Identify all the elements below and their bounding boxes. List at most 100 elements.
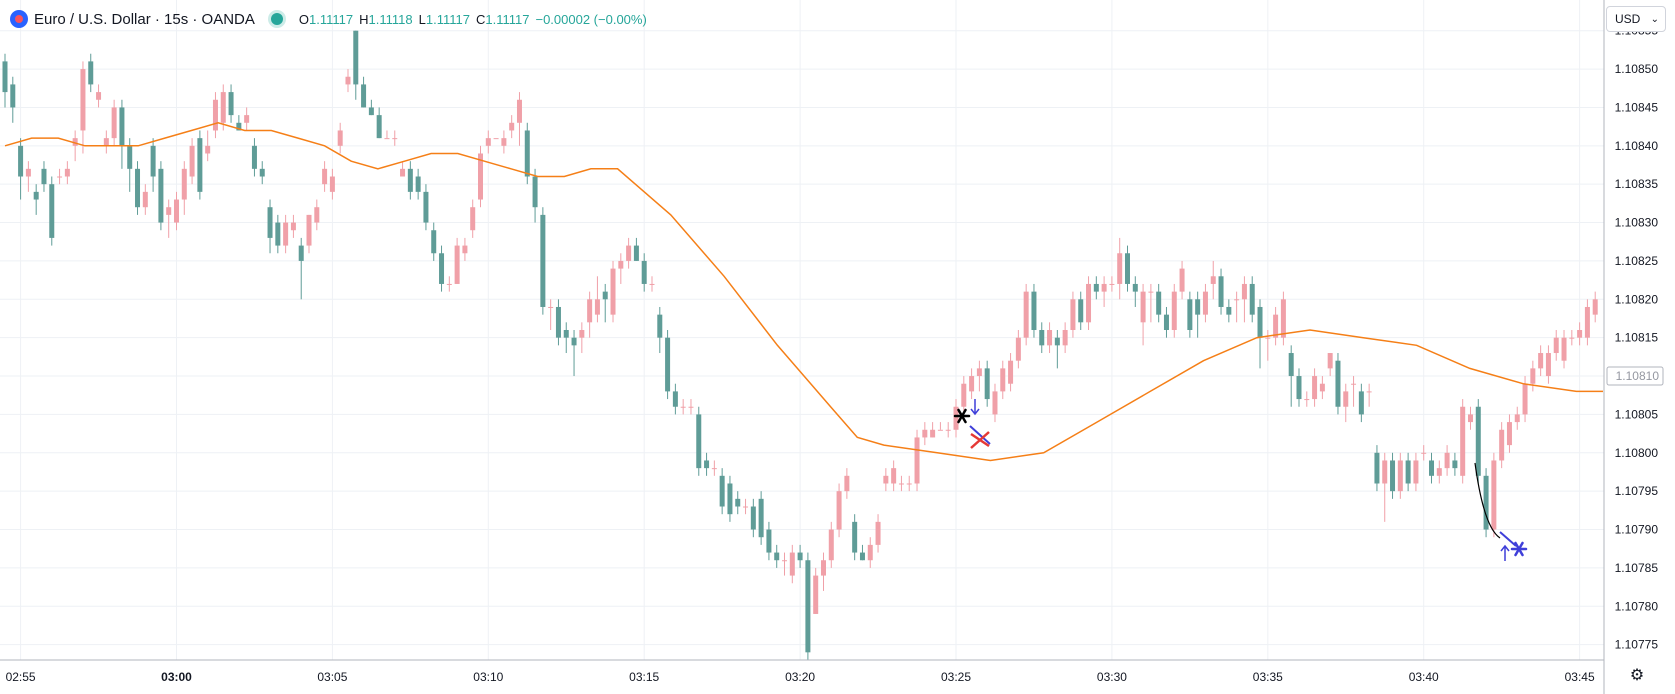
candle[interactable]	[610, 260, 616, 323]
candle[interactable]	[103, 130, 109, 154]
candle[interactable]	[181, 161, 187, 215]
candle[interactable]	[1327, 353, 1333, 377]
candle[interactable]	[540, 207, 546, 315]
candle[interactable]	[407, 161, 413, 200]
candle[interactable]	[1140, 283, 1146, 346]
candle[interactable]	[1491, 452, 1497, 538]
candle[interactable]	[626, 237, 632, 269]
candle[interactable]	[969, 368, 975, 400]
candle[interactable]	[953, 399, 959, 438]
candle[interactable]	[563, 322, 569, 354]
candle[interactable]	[18, 138, 24, 200]
candle[interactable]	[1280, 291, 1286, 346]
candle[interactable]	[439, 245, 445, 292]
candle[interactable]	[1538, 345, 1544, 377]
candle[interactable]	[88, 53, 94, 93]
candle[interactable]	[1561, 330, 1567, 369]
candle[interactable]	[197, 130, 203, 200]
candle[interactable]	[1522, 376, 1528, 423]
candle[interactable]	[1202, 283, 1208, 323]
candle[interactable]	[1124, 245, 1130, 292]
candle[interactable]	[1218, 268, 1224, 315]
candle[interactable]	[1273, 306, 1279, 346]
candle[interactable]	[750, 498, 756, 538]
candle[interactable]	[259, 161, 265, 185]
candle[interactable]	[142, 184, 148, 215]
candle[interactable]	[1483, 468, 1489, 538]
candle[interactable]	[743, 498, 749, 515]
candle[interactable]	[844, 468, 850, 499]
candle[interactable]	[867, 537, 873, 568]
candle[interactable]	[368, 99, 374, 116]
candle[interactable]	[836, 483, 842, 538]
candle[interactable]	[400, 161, 406, 177]
candle[interactable]	[1000, 360, 1006, 400]
candle[interactable]	[680, 399, 686, 415]
candle[interactable]	[774, 544, 780, 568]
candle[interactable]	[579, 322, 585, 354]
candle[interactable]	[1117, 237, 1123, 300]
candle[interactable]	[1241, 276, 1247, 323]
candle[interactable]	[665, 330, 671, 400]
candle[interactable]	[1101, 276, 1107, 307]
candle[interactable]	[127, 138, 133, 192]
candle[interactable]	[267, 199, 273, 254]
candle[interactable]	[10, 76, 16, 123]
candle[interactable]	[415, 168, 421, 200]
candle[interactable]	[2, 53, 8, 108]
candle[interactable]	[501, 130, 507, 154]
candle[interactable]	[914, 429, 920, 492]
candle[interactable]	[1008, 353, 1014, 392]
candle[interactable]	[173, 191, 179, 231]
candle[interactable]	[937, 422, 943, 431]
candle[interactable]	[1335, 353, 1341, 415]
candle[interactable]	[555, 299, 561, 346]
candle[interactable]	[828, 521, 834, 568]
candle[interactable]	[478, 145, 484, 208]
candle[interactable]	[1023, 283, 1029, 346]
candle[interactable]	[212, 92, 218, 139]
candle[interactable]	[1132, 276, 1138, 307]
candle[interactable]	[618, 253, 624, 284]
candle[interactable]	[719, 468, 725, 515]
candle[interactable]	[797, 544, 803, 568]
candle[interactable]	[1195, 291, 1201, 338]
candle[interactable]	[1249, 276, 1255, 323]
candle[interactable]	[119, 99, 125, 169]
candle[interactable]	[205, 130, 211, 162]
candle[interactable]	[306, 214, 312, 254]
candle[interactable]	[945, 422, 951, 438]
candle[interactable]	[345, 69, 351, 93]
candle[interactable]	[423, 184, 429, 231]
candle[interactable]	[1366, 383, 1372, 407]
candle[interactable]	[1577, 322, 1583, 346]
candle[interactable]	[1584, 299, 1590, 346]
candle[interactable]	[314, 199, 320, 231]
candle[interactable]	[493, 138, 499, 140]
candle[interactable]	[1343, 383, 1349, 423]
candle[interactable]	[1015, 330, 1021, 369]
candle[interactable]	[166, 199, 172, 238]
candle[interactable]	[1078, 291, 1084, 330]
candle[interactable]	[641, 253, 647, 292]
moving-average-line[interactable]	[4, 122, 1603, 462]
candle[interactable]	[657, 306, 663, 354]
candle[interactable]	[1553, 330, 1559, 361]
candle[interactable]	[976, 360, 982, 392]
star-marker-icon[interactable]	[1510, 541, 1528, 557]
candle[interactable]	[1039, 322, 1045, 354]
candle[interactable]	[1475, 399, 1481, 484]
candle[interactable]	[1506, 414, 1512, 453]
candle[interactable]	[376, 107, 382, 139]
candle[interactable]	[1444, 445, 1450, 476]
candle[interactable]	[1304, 391, 1310, 407]
candle[interactable]	[782, 552, 788, 576]
candle[interactable]	[361, 76, 367, 108]
candle[interactable]	[189, 138, 195, 185]
market-status-icon[interactable]	[270, 13, 283, 25]
candle[interactable]	[1226, 299, 1232, 323]
candle[interactable]	[158, 161, 164, 231]
candle[interactable]	[930, 422, 936, 438]
candle[interactable]	[1031, 283, 1037, 338]
candle[interactable]	[509, 115, 515, 139]
